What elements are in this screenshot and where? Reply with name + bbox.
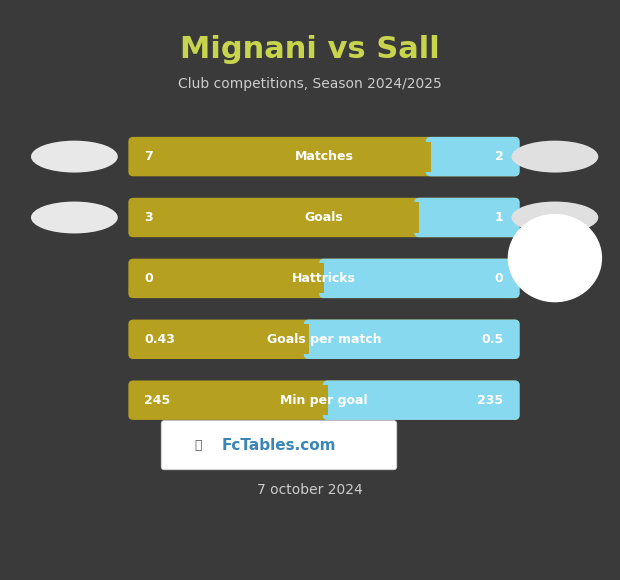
Text: 3: 3 — [144, 211, 153, 224]
FancyBboxPatch shape — [128, 259, 520, 298]
FancyBboxPatch shape — [133, 385, 328, 415]
Text: 0.5: 0.5 — [481, 333, 503, 346]
Text: 2: 2 — [495, 150, 503, 163]
FancyBboxPatch shape — [161, 420, 397, 470]
FancyBboxPatch shape — [319, 259, 520, 298]
Circle shape — [508, 215, 601, 302]
FancyBboxPatch shape — [414, 198, 520, 237]
Text: Mignani vs Sall: Mignani vs Sall — [180, 35, 440, 64]
FancyBboxPatch shape — [128, 198, 520, 237]
Text: Goals: Goals — [304, 211, 343, 224]
Text: Hattricks: Hattricks — [292, 272, 356, 285]
Text: 7: 7 — [144, 150, 153, 163]
FancyBboxPatch shape — [128, 137, 520, 176]
Text: Goals per match: Goals per match — [267, 333, 381, 346]
FancyBboxPatch shape — [426, 137, 520, 176]
FancyBboxPatch shape — [128, 320, 520, 359]
Ellipse shape — [31, 202, 118, 234]
Text: FcTables.com: FcTables.com — [222, 438, 336, 453]
Text: 245: 245 — [144, 394, 170, 407]
Text: Club competitions, Season 2024/2025: Club competitions, Season 2024/2025 — [178, 77, 442, 91]
Text: 7 october 2024: 7 october 2024 — [257, 483, 363, 497]
Text: Min per goal: Min per goal — [280, 394, 368, 407]
Ellipse shape — [512, 202, 598, 234]
Text: 0.43: 0.43 — [144, 333, 175, 346]
FancyBboxPatch shape — [128, 380, 520, 420]
FancyBboxPatch shape — [133, 263, 324, 293]
Text: 1: 1 — [495, 211, 503, 224]
Text: 235: 235 — [477, 394, 503, 407]
Ellipse shape — [31, 141, 118, 173]
FancyBboxPatch shape — [133, 324, 309, 354]
FancyBboxPatch shape — [304, 320, 520, 359]
FancyBboxPatch shape — [133, 142, 431, 172]
Text: 📊: 📊 — [195, 439, 202, 452]
Text: 0: 0 — [495, 272, 503, 285]
Ellipse shape — [512, 141, 598, 173]
FancyBboxPatch shape — [323, 380, 520, 420]
Text: Matches: Matches — [294, 150, 353, 163]
Text: 0: 0 — [144, 272, 153, 285]
FancyBboxPatch shape — [133, 202, 419, 233]
